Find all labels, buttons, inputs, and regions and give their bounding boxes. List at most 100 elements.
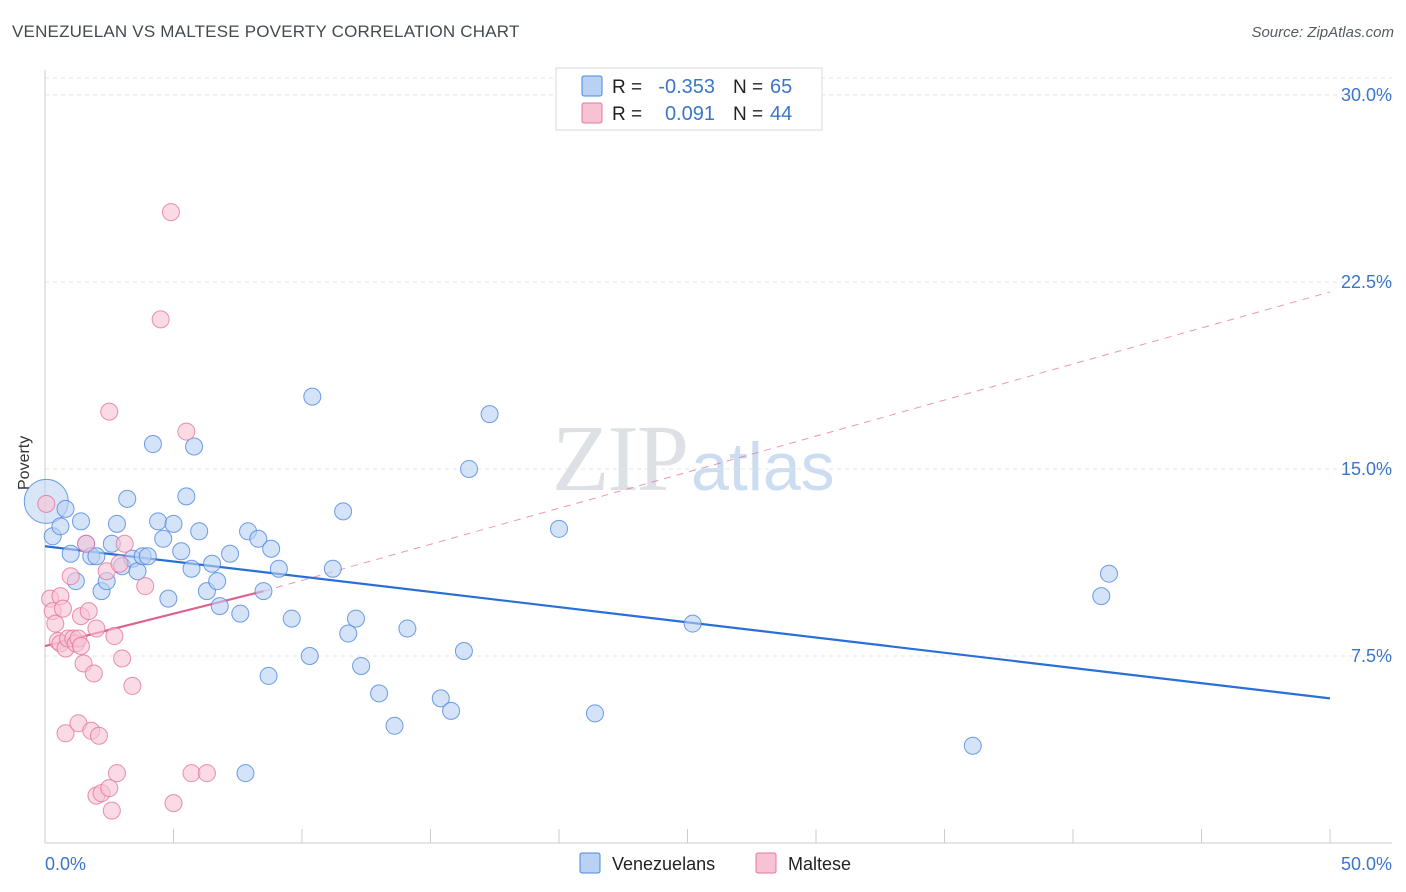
maltese-point: [84, 664, 103, 683]
venezuelan-point: [1099, 564, 1118, 583]
venezuelan-point: [683, 614, 702, 633]
r-label: R =: [612, 104, 642, 125]
maltese-trend-line-extrapolated: [263, 291, 1331, 592]
maltese-point: [87, 619, 106, 638]
maltese-point: [46, 614, 65, 633]
y-tick-label: 30.0%: [1341, 85, 1392, 105]
source-label: Source: ZipAtlas.com: [1251, 24, 1394, 41]
venezuelan-point: [128, 562, 147, 581]
venezuelan-point: [231, 604, 250, 623]
venezuelan-point: [177, 487, 196, 506]
maltese-point: [136, 577, 155, 596]
venezuelan-point: [190, 522, 209, 541]
venezuelan-point: [334, 502, 353, 521]
legend-maltese-swatch: [755, 852, 777, 874]
venezuelan-point: [164, 514, 183, 533]
r-label: R =: [612, 77, 642, 98]
venezuelan-point: [431, 689, 450, 708]
venezuelan-point: [303, 387, 322, 406]
venezuelan-point: [249, 529, 268, 548]
venezuelan-point: [182, 559, 201, 578]
watermark: ZIPatlas: [552, 405, 835, 513]
maltese-point: [123, 676, 142, 695]
maltese-point: [177, 422, 196, 441]
maltese-point: [77, 534, 96, 553]
watermark-zip: ZIP: [552, 407, 689, 511]
venezuelan-point: [323, 559, 342, 578]
n-label: N =: [733, 104, 763, 125]
venezuelan-point: [398, 619, 417, 638]
venezuelan-point: [203, 554, 222, 573]
venezuelan-swatch: [581, 75, 603, 97]
venezuelan-point: [143, 435, 162, 454]
venezuelan-point: [172, 542, 191, 561]
venezuelan-point: [370, 684, 389, 703]
venezuelan-point: [56, 499, 75, 518]
venezuelan-point: [346, 609, 365, 628]
maltese-point: [89, 726, 108, 745]
maltese-point: [113, 649, 132, 668]
venezuelan-point: [87, 547, 106, 566]
venezuelan-point: [154, 529, 173, 548]
y-tick-label: 22.5%: [1341, 272, 1392, 292]
chart-title: VENEZUELAN VS MALTESE POVERTY CORRELATIO…: [12, 22, 520, 41]
y-tick-label: 15.0%: [1341, 459, 1392, 479]
venezuelan-point: [210, 597, 229, 616]
venezuelan-point: [51, 517, 70, 536]
n-value: 65: [770, 76, 792, 98]
n-value: 44: [770, 103, 792, 125]
maltese-point: [61, 567, 80, 586]
venezuelan-point: [352, 656, 371, 675]
maltese-point: [197, 764, 216, 783]
venezuelan-point: [208, 572, 227, 591]
venezuelan-point: [159, 589, 178, 608]
venezuelan-point: [963, 736, 982, 755]
legend-venezuelans-label: Venezuelans: [612, 854, 715, 874]
watermark-atlas: atlas: [691, 429, 835, 505]
venezuelan-point: [221, 544, 240, 563]
legend-maltese-label: Maltese: [788, 854, 851, 874]
maltese-point: [105, 627, 124, 646]
r-value: 0.091: [665, 103, 715, 125]
venezuelan-point: [460, 459, 479, 478]
venezuelan-point: [454, 641, 473, 660]
venezuelan-point: [138, 547, 157, 566]
venezuelan-point: [282, 609, 301, 628]
maltese-point: [37, 494, 56, 513]
venezuelan-point: [269, 559, 288, 578]
maltese-point: [115, 534, 134, 553]
maltese-point: [164, 794, 183, 813]
venezuelan-point: [149, 512, 168, 531]
venezuelan-point: [385, 716, 404, 735]
maltese-point: [100, 402, 119, 421]
axes: [44, 70, 1392, 844]
y-tick-label: 7.5%: [1351, 646, 1392, 666]
venezuelan-point: [118, 489, 137, 508]
n-label: N =: [733, 77, 763, 98]
trend-lines: [44, 291, 1331, 700]
venezuelan-point: [185, 437, 204, 456]
maltese-point: [71, 637, 90, 656]
maltese-point: [53, 599, 72, 618]
venezuelan-point: [254, 582, 273, 601]
maltese-point: [100, 779, 119, 798]
maltese-point: [107, 764, 126, 783]
venezuelan-point: [107, 514, 126, 533]
x-tick-label: 50.0%: [1341, 854, 1392, 874]
maltese-point: [151, 310, 170, 329]
venezuelan-point: [236, 764, 255, 783]
venezuelan-point: [339, 624, 358, 643]
venezuelan-point: [262, 539, 281, 558]
bottom-legend: Venezuelans Maltese: [579, 852, 851, 874]
maltese-point: [102, 801, 121, 820]
maltese-point: [110, 554, 129, 573]
stats-legend: R = -0.353 N = 65 R = 0.091 N = 44: [555, 67, 823, 131]
maltese-point: [182, 764, 201, 783]
venezuelan-point: [300, 646, 319, 665]
venezuelan-point: [259, 666, 278, 685]
venezuelan-point: [1092, 587, 1111, 606]
tick-labels: 7.5% 15.0% 22.5% 30.0% 0.0% 50.0%: [45, 85, 1392, 874]
maltese-point: [161, 203, 180, 222]
venezuelan-point: [61, 544, 80, 563]
